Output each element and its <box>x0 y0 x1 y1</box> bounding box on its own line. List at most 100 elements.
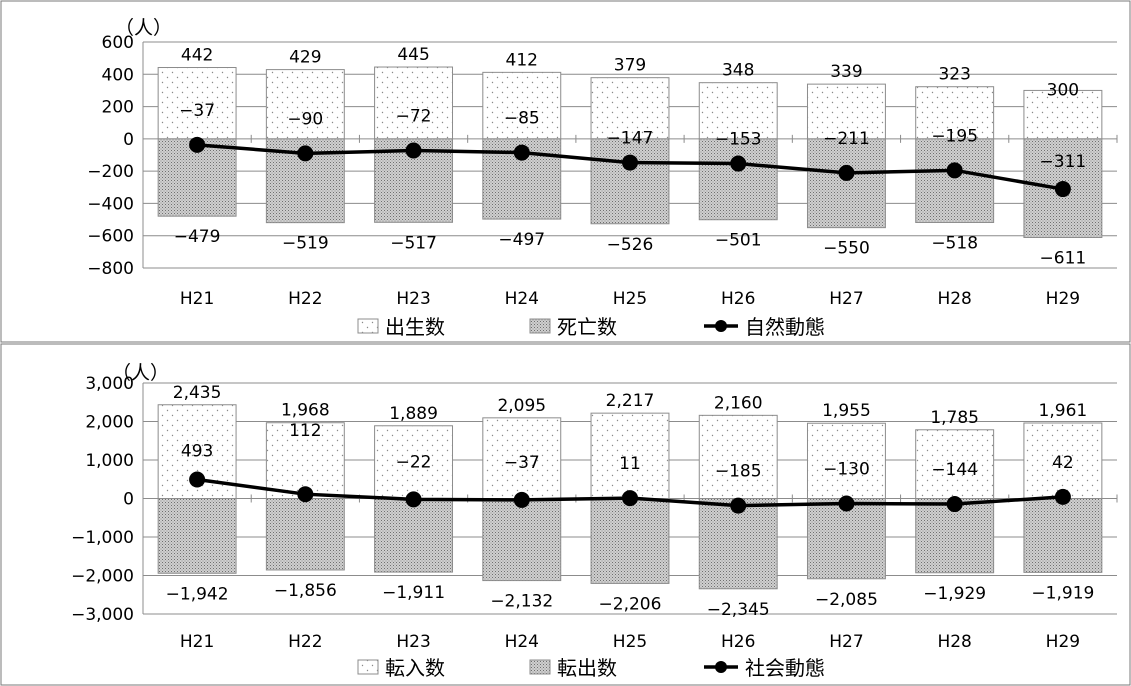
marker-自然動態 <box>622 154 638 171</box>
data-label: 2,160 <box>714 393 763 413</box>
data-label: −1,942 <box>166 584 229 604</box>
data-label: −526 <box>607 235 654 255</box>
legend-swatch-転出数 <box>529 659 551 675</box>
marker-自然動態 <box>297 145 314 162</box>
legend-label: 社会動態 <box>745 656 825 680</box>
data-label: 379 <box>614 56 646 76</box>
data-label: −195 <box>931 126 978 146</box>
data-label: −2,345 <box>707 600 770 620</box>
legend-label: 死亡数 <box>557 315 617 339</box>
x-category-label: H26 <box>721 289 755 309</box>
bar-出生数 <box>482 71 562 140</box>
social-change-chart-svg: 3,000 2,000 1,000 0 −1,000 −2,000 −3,000 （人）2,4… <box>0 343 1131 686</box>
y-tick-label: 0 <box>123 490 134 510</box>
x-category-label: H24 <box>505 289 539 309</box>
bar-出生数 <box>915 86 995 140</box>
x-category-label: H25 <box>613 289 647 309</box>
data-label: −153 <box>715 130 762 150</box>
bar-転入数 <box>806 422 886 499</box>
bar-転出数 <box>482 498 562 582</box>
y-tick-label: −600 <box>87 227 134 247</box>
marker-自然動態 <box>1054 181 1071 198</box>
data-label: −185 <box>715 462 762 482</box>
y-tick-label: 600 <box>102 33 134 53</box>
y-tick-label: −400 <box>87 194 134 214</box>
x-category-label: H27 <box>829 632 863 652</box>
data-label: 429 <box>289 48 321 68</box>
bar-出生数 <box>374 66 454 140</box>
data-label: 445 <box>397 45 429 65</box>
bar-出生数 <box>1023 89 1103 140</box>
data-label: −147 <box>607 129 654 149</box>
data-label: 2,217 <box>606 391 655 411</box>
y-tick-label: −800 <box>87 259 134 279</box>
unit-label: （人） <box>115 17 172 39</box>
legend-marker-社会動態 <box>715 661 727 673</box>
bar-死亡数 <box>915 138 995 223</box>
x-category-label: H27 <box>829 289 863 309</box>
natural-change-chart-svg: 600 400 200 0 −200 −400 −600 −800 （人） 442 −479 429 −… <box>0 0 1131 343</box>
data-label: −211 <box>823 129 870 149</box>
data-label: −2,206 <box>599 594 662 614</box>
x-category-label: H23 <box>396 289 430 309</box>
bar-転出数 <box>157 498 237 574</box>
marker-社会動態 <box>297 486 314 503</box>
data-label: 339 <box>830 62 862 82</box>
x-category-label: H28 <box>937 289 971 309</box>
x-category-label: H22 <box>288 632 322 652</box>
data-label: −90 <box>287 109 323 129</box>
bar-転入数 <box>265 422 345 499</box>
data-label: −1,929 <box>923 584 986 604</box>
y-tick-label: 200 <box>102 98 134 118</box>
unit-label: （人） <box>112 362 169 384</box>
marker-自然動態 <box>730 155 747 172</box>
x-category-label: H21 <box>180 289 214 309</box>
natural-change-chart: 600 400 200 0 −200 −400 −600 −800 （人） 442 −479 429 −… <box>0 0 1131 343</box>
y-tick-label: −200 <box>87 162 134 182</box>
x-category-label: H21 <box>180 632 214 652</box>
data-label: −611 <box>1040 248 1087 268</box>
data-label: −2,132 <box>490 592 553 612</box>
data-label: −550 <box>823 239 870 259</box>
data-label: 42 <box>1052 453 1074 473</box>
legend-label: 転入数 <box>385 656 445 680</box>
y-tick-label: −2,000 <box>71 567 134 587</box>
marker-社会動態 <box>946 496 963 513</box>
data-label: 2,095 <box>497 396 546 416</box>
legend-label: 出生数 <box>385 315 445 339</box>
marker-社会動態 <box>1054 488 1071 505</box>
data-label: −1,919 <box>1031 583 1094 603</box>
bar-転出数 <box>374 498 454 573</box>
data-label: 2,435 <box>173 383 222 403</box>
x-category-label: H28 <box>937 632 971 652</box>
data-label: −501 <box>715 231 762 251</box>
data-label: 1,785 <box>930 408 979 428</box>
legend-swatch-出生数 <box>357 318 379 334</box>
bar-転入数 <box>915 429 995 499</box>
data-label: 1,968 <box>281 401 330 421</box>
bar-転入数 <box>590 412 670 499</box>
x-category-label: H29 <box>1046 289 1080 309</box>
data-label: 348 <box>722 61 754 81</box>
legend-swatch-死亡数 <box>529 318 551 334</box>
data-label: −144 <box>931 460 978 480</box>
data-label: 1,889 <box>389 404 438 424</box>
bar-転入数 <box>482 417 562 499</box>
bar-死亡数 <box>590 138 670 225</box>
data-label: 442 <box>181 46 213 66</box>
bar-転出数 <box>806 498 886 580</box>
marker-自然動態 <box>405 142 422 159</box>
marker-社会動態 <box>405 491 422 508</box>
data-label: −518 <box>931 233 978 253</box>
social-change-chart: 3,000 2,000 1,000 0 −1,000 −2,000 −3,000 （人） 2,4… <box>0 343 1131 686</box>
data-label: 493 <box>181 442 213 462</box>
marker-自然動態 <box>513 144 530 161</box>
data-label: −130 <box>823 460 870 480</box>
y-tick-label: 400 <box>102 65 134 85</box>
data-label: 1,961 <box>1039 401 1088 421</box>
data-label: 11 <box>619 454 641 474</box>
data-label: −479 <box>174 227 221 247</box>
data-label: −85 <box>504 109 540 129</box>
legend-marker-自然動態 <box>715 320 727 332</box>
data-label: −1,911 <box>382 583 445 603</box>
